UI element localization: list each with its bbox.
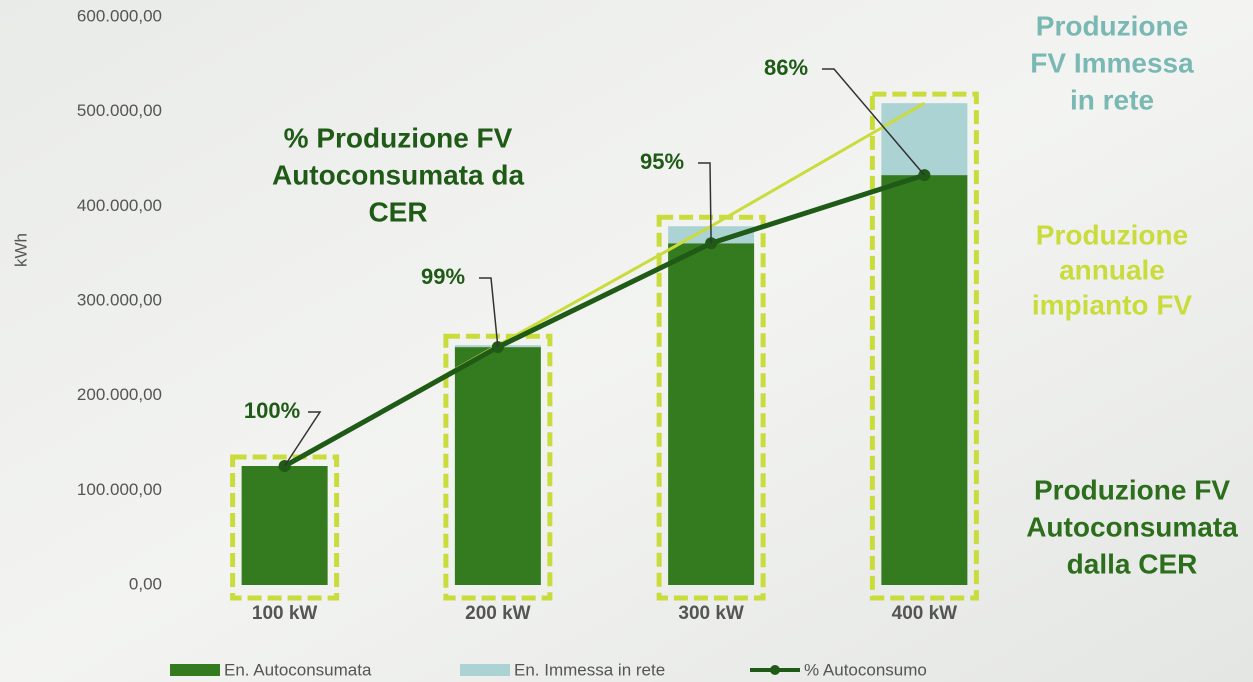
x-tick-label: 200 kW bbox=[465, 603, 531, 624]
bar-segment bbox=[668, 243, 755, 585]
bar-segment bbox=[241, 466, 328, 585]
legend-swatch bbox=[770, 665, 780, 675]
bar-frame bbox=[443, 333, 553, 601]
leader-line bbox=[479, 277, 499, 348]
bar-frame bbox=[869, 91, 979, 601]
annotation: Produzione FV bbox=[1034, 474, 1230, 505]
annotation: Produzione bbox=[1036, 10, 1188, 41]
bar-frame bbox=[230, 454, 340, 601]
percent-label: 99% bbox=[421, 264, 465, 289]
x-tick-label: 100 kW bbox=[252, 603, 318, 624]
annotation: % Produzione FV bbox=[284, 122, 513, 153]
percent-label: 100% bbox=[244, 398, 300, 423]
x-tick-label: 300 kW bbox=[678, 603, 744, 624]
percent-label: 86% bbox=[764, 55, 808, 80]
legend-label: En. Autoconsumata bbox=[224, 660, 372, 679]
annotation: in rete bbox=[1070, 84, 1154, 115]
leader-line bbox=[283, 411, 322, 467]
y-tick-label: 200.000,00 bbox=[77, 385, 162, 404]
bar-segment bbox=[454, 347, 541, 585]
annotation: Autoconsumata da bbox=[272, 159, 524, 190]
bar-segment bbox=[881, 103, 968, 176]
y-tick-label: 600.000,00 bbox=[77, 6, 162, 25]
annotation: Autoconsumata bbox=[1026, 511, 1238, 542]
y-axis-label: kWh bbox=[11, 233, 30, 267]
x-tick-label: 400 kW bbox=[892, 603, 958, 624]
y-tick-label: 500.000,00 bbox=[77, 101, 162, 120]
y-tick-label: 0,00 bbox=[129, 574, 162, 593]
y-tick-label: 300.000,00 bbox=[77, 290, 162, 309]
percent-line bbox=[283, 172, 926, 469]
annotation: annuale bbox=[1059, 254, 1165, 285]
annotation: FV Immessa bbox=[1030, 47, 1194, 78]
y-tick-label: 400.000,00 bbox=[77, 196, 162, 215]
bar-segment bbox=[881, 175, 968, 586]
leader-line bbox=[698, 162, 712, 244]
annotation: CER bbox=[368, 196, 427, 227]
legend-label: En. Immessa in rete bbox=[514, 660, 665, 679]
annotation: Produzione bbox=[1036, 219, 1188, 250]
legend-swatch bbox=[460, 664, 510, 676]
legend-swatch bbox=[170, 664, 220, 676]
annotation: dalla CER bbox=[1067, 548, 1198, 579]
y-tick-label: 100.000,00 bbox=[77, 480, 162, 499]
annotation: impianto FV bbox=[1032, 289, 1193, 320]
legend-label: % Autoconsumo bbox=[804, 660, 927, 679]
leader-line bbox=[822, 68, 925, 176]
percent-label: 95% bbox=[640, 149, 684, 174]
